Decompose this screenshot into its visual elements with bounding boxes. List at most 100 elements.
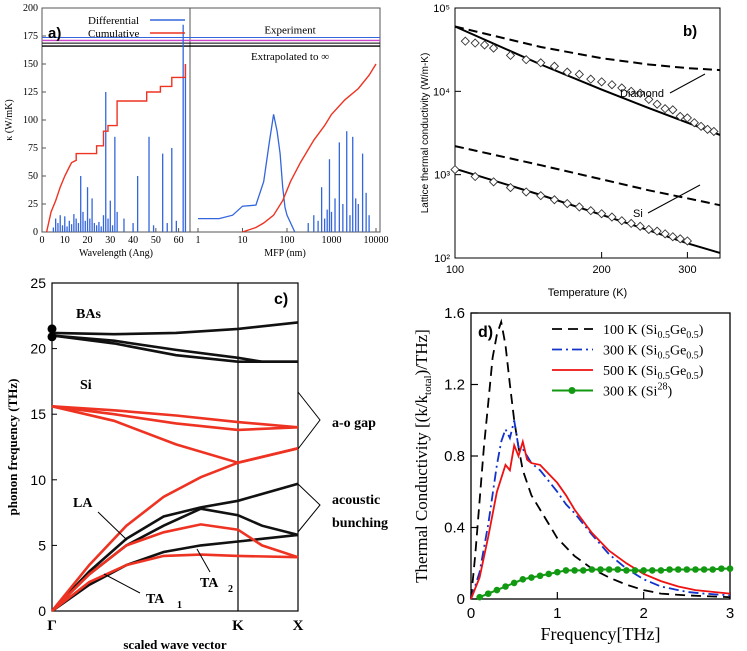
annotation-bas: BAs bbox=[76, 307, 101, 322]
annotation-arrow bbox=[647, 184, 701, 214]
y-tick-label: 10⁵ bbox=[433, 3, 450, 15]
data-point-diamond bbox=[574, 202, 584, 212]
y-tick-label: 5 bbox=[38, 537, 46, 553]
y-tick-label: 25 bbox=[30, 275, 46, 291]
cumulative-line-right bbox=[242, 63, 377, 233]
annotation-ta1-subscript: 1 bbox=[177, 600, 182, 611]
dispersion-branch bbox=[51, 533, 299, 613]
data-point bbox=[683, 566, 691, 573]
dispersion-branch bbox=[51, 553, 299, 613]
series-line bbox=[454, 25, 721, 72]
dispersion-branch bbox=[50, 447, 299, 612]
y-axis-label: phonon frequency (THz) bbox=[5, 379, 20, 516]
x-tick-label: 1 bbox=[196, 235, 201, 246]
legend-entry-label: 100 K (Si0.5Ge0.5) bbox=[603, 323, 704, 341]
data-point bbox=[700, 566, 708, 573]
data-point-diamond bbox=[596, 77, 607, 87]
data-point-diamond bbox=[562, 67, 572, 77]
data-point bbox=[692, 566, 699, 573]
data-point-diamond bbox=[652, 226, 662, 236]
annotation-la: LA bbox=[73, 496, 93, 511]
y-tick-label: 100 bbox=[23, 115, 38, 126]
data-point-diamond bbox=[521, 55, 531, 65]
x-tick-label: 0 bbox=[40, 235, 45, 246]
dispersion-branch bbox=[51, 321, 299, 336]
data-point bbox=[562, 567, 570, 574]
data-point bbox=[493, 586, 501, 594]
y-tick-label: 0.4 bbox=[444, 520, 465, 537]
y-tick-label: 0.8 bbox=[444, 448, 465, 465]
data-point-diamond bbox=[549, 61, 560, 71]
x-tick-label: 2 bbox=[639, 605, 647, 622]
data-point-diamond bbox=[479, 40, 490, 50]
data-point-diamond bbox=[709, 126, 719, 137]
data-point bbox=[666, 566, 673, 573]
x-axis-label: Temperature (K) bbox=[548, 287, 627, 299]
data-point-diamond bbox=[586, 74, 596, 84]
x-tick-label: X bbox=[293, 618, 304, 634]
data-point bbox=[605, 566, 613, 573]
bracket-gap bbox=[297, 391, 321, 450]
data-point bbox=[718, 565, 725, 572]
data-point bbox=[519, 576, 527, 583]
data-point-diamond bbox=[617, 83, 627, 93]
y-tick-label: 10³ bbox=[434, 170, 450, 182]
y-tick-label: 125 bbox=[23, 87, 38, 98]
legend-entry-label: Differential bbox=[88, 15, 139, 27]
data-point bbox=[528, 574, 535, 581]
annotation-gap: a-o gap bbox=[332, 416, 376, 431]
data-point-diamond bbox=[644, 224, 654, 235]
x-tick-label: 40 bbox=[128, 235, 138, 246]
series-line bbox=[470, 420, 731, 600]
data-point bbox=[571, 567, 578, 574]
data-point-diamond bbox=[607, 212, 617, 222]
panel-label-b: b) bbox=[683, 23, 697, 40]
bracket-bunching bbox=[297, 483, 321, 533]
data-point-diamond bbox=[644, 94, 654, 105]
legend-entry-label: 300 K (Si0.5Ge0.5) bbox=[603, 344, 704, 362]
panel-label-d: d) bbox=[478, 324, 493, 341]
y-tick-label: 10² bbox=[434, 253, 450, 265]
x-tick-label: 200 bbox=[592, 264, 610, 276]
x-tick-label: 100 bbox=[280, 235, 295, 246]
legend-entry-label: 300 K (Si28) bbox=[603, 382, 672, 400]
data-point-diamond bbox=[626, 86, 636, 96]
x-tick-label: 100 bbox=[446, 264, 464, 276]
y-tick-label: 0 bbox=[38, 603, 46, 619]
y-tick-label: 0 bbox=[457, 591, 465, 608]
y-axis-label: Thermal Conductivity [(k/ktotal)/THz] bbox=[412, 329, 434, 583]
annotation-arrow bbox=[669, 73, 706, 94]
legend-entry-label: Cumulative bbox=[88, 28, 139, 40]
x-tick-label: 10000 bbox=[364, 235, 389, 246]
data-point bbox=[640, 567, 647, 574]
data-point bbox=[476, 593, 483, 601]
x-axis-label-left: Wavelength (Ang) bbox=[79, 248, 153, 259]
y-tick-label: 25 bbox=[28, 199, 38, 210]
data-point-diamond bbox=[549, 195, 560, 205]
panel-b: 10² 10³ 10⁴ 10⁵ 100 200 300 Temperature (K) Latt… bbox=[420, 3, 721, 299]
data-point-diamond bbox=[696, 121, 706, 131]
data-point-diamond bbox=[536, 191, 546, 201]
dispersion-branch bbox=[51, 523, 299, 612]
legend-entry-marker bbox=[568, 387, 576, 394]
x-tick-label: 1 bbox=[553, 605, 561, 622]
series-line bbox=[470, 318, 731, 600]
annotation-ta2-subscript: 2 bbox=[228, 584, 233, 595]
panel-c-frame bbox=[51, 282, 299, 612]
data-point bbox=[657, 567, 665, 574]
data-point bbox=[631, 567, 639, 574]
legend-entry-label: 500 K (Si0.5Ge0.5) bbox=[603, 364, 704, 382]
data-point-diamond bbox=[675, 234, 685, 244]
x-tick-label: K bbox=[232, 618, 244, 634]
panel-label-c: c) bbox=[274, 291, 288, 308]
annotation-si: Si bbox=[80, 378, 92, 393]
data-point bbox=[554, 568, 561, 576]
panel-label-a: a) bbox=[48, 25, 61, 42]
data-point-diamond bbox=[675, 111, 685, 122]
x-tick-label: 10 bbox=[238, 235, 248, 246]
y-tick-label: 15 bbox=[30, 406, 46, 422]
dispersion-branch bbox=[51, 482, 299, 612]
data-point-diamond bbox=[607, 80, 617, 90]
